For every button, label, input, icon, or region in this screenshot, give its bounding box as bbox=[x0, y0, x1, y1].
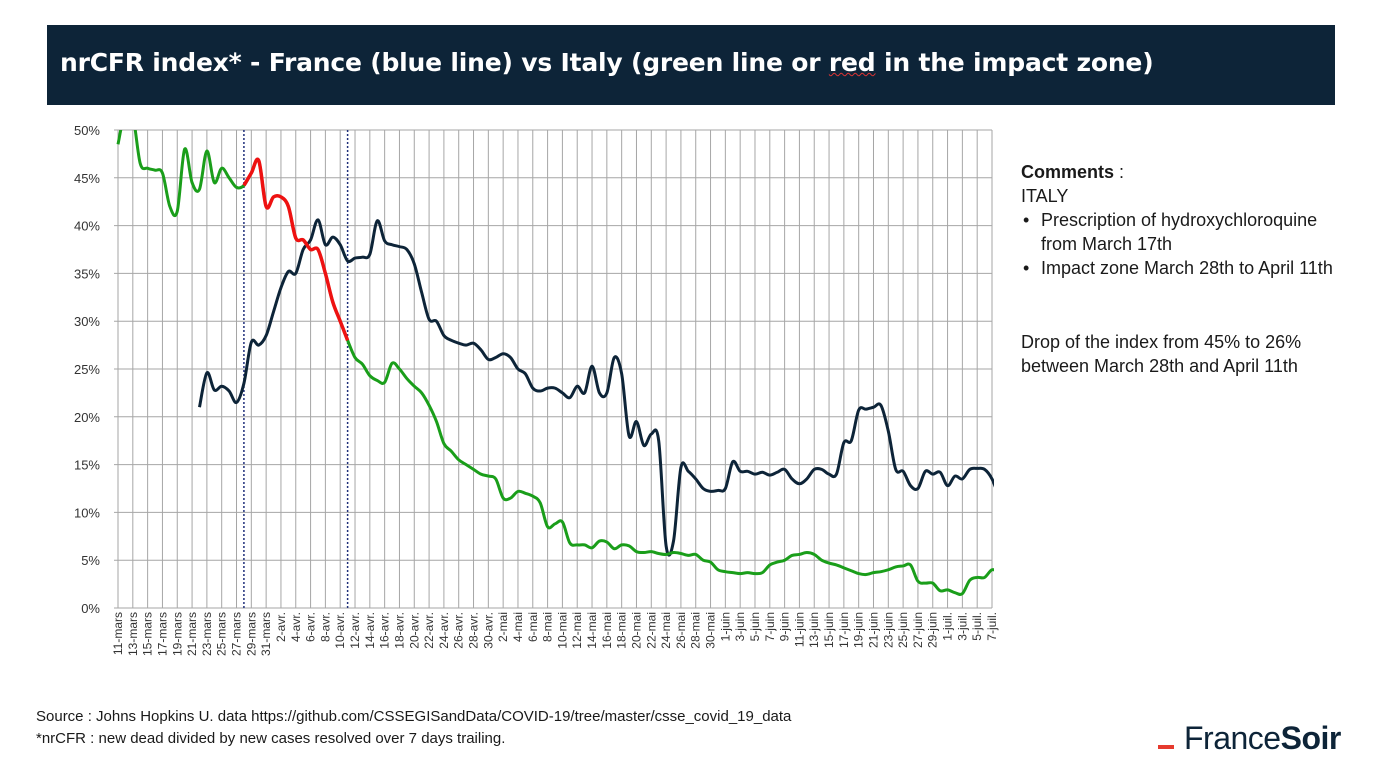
y-tick-label: 15% bbox=[74, 458, 100, 473]
x-tick-label: 6-mai bbox=[526, 612, 540, 642]
x-tick-label: 30-avr. bbox=[481, 612, 495, 649]
x-tick-label: 27-mars bbox=[230, 612, 244, 656]
series-line-france bbox=[198, 218, 994, 557]
x-tick-label: 13-juin bbox=[807, 612, 821, 648]
x-tick-label: 28-mai bbox=[689, 612, 703, 649]
x-tick-label: 16-avr. bbox=[378, 612, 392, 649]
x-tick-label: 15-mars bbox=[141, 612, 155, 656]
y-tick-label: 45% bbox=[74, 171, 100, 186]
x-tick-label: 6-avr. bbox=[304, 612, 318, 642]
line-chart: 0%5%10%15%20%25%30%35%40%45%50% 11-mars 1… bbox=[74, 123, 999, 656]
x-tick-label: 28-avr. bbox=[467, 612, 481, 649]
x-tick-label: 11-mars bbox=[111, 612, 125, 655]
x-tick-label: 24-avr. bbox=[437, 612, 451, 649]
comment-bullet-impact-zone: Impact zone March 28th to April 11th bbox=[1021, 256, 1351, 280]
x-tick-label: 4-mai bbox=[511, 612, 525, 642]
x-tick-label: 18-avr. bbox=[392, 612, 406, 649]
x-tick-label: 26-mai bbox=[674, 612, 688, 649]
x-tick-label: 25-juin bbox=[896, 612, 910, 648]
x-tick-label: 19-juin bbox=[852, 612, 866, 648]
francesoir-logo: FranceSoir bbox=[1158, 720, 1341, 757]
x-tick-label: 7-juin bbox=[763, 612, 777, 641]
x-tick-label: 30-mai bbox=[704, 612, 718, 649]
x-tick-label: 16-mai bbox=[600, 612, 614, 649]
title-pre: nrCFR index* - France (blue line) vs Ita… bbox=[60, 48, 829, 77]
y-tick-label: 0% bbox=[81, 601, 100, 616]
x-tick-label: 11-juin bbox=[792, 612, 806, 647]
series-line-italy-impact-zone bbox=[242, 157, 350, 341]
x-tick-label: 17-mars bbox=[155, 612, 169, 656]
x-tick-label: 2-avr. bbox=[274, 612, 288, 642]
chart-grid bbox=[114, 129, 993, 609]
x-tick-label: 23-juin bbox=[881, 612, 895, 648]
x-tick-label: 14-mai bbox=[585, 612, 599, 649]
x-tick-label: 18-mai bbox=[615, 612, 629, 649]
y-tick-label: 35% bbox=[74, 266, 100, 281]
x-tick-label: 10-avr. bbox=[333, 612, 347, 649]
logo-text-france: France bbox=[1184, 720, 1281, 756]
x-tick-label: 1-juin bbox=[718, 612, 732, 641]
comments-country: ITALY bbox=[1021, 186, 1069, 206]
x-tick-label: 3-juin bbox=[733, 612, 747, 641]
x-tick-label: 22-avr. bbox=[422, 612, 436, 649]
y-tick-label: 5% bbox=[81, 553, 100, 568]
x-tick-label: 31-mars bbox=[259, 612, 273, 656]
x-tick-label: 9-juin bbox=[778, 612, 792, 641]
x-tick-label: 5-juin bbox=[748, 612, 762, 641]
comments-drop-text: Drop of the index from 45% to 26% betwee… bbox=[1021, 332, 1302, 376]
x-tick-label: 8-avr. bbox=[318, 612, 332, 642]
x-tick-label: 21-mars bbox=[185, 612, 199, 656]
comments-panel: Comments : ITALY Prescription of hydroxy… bbox=[1021, 160, 1351, 378]
footer: Source : Johns Hopkins U. data https://g… bbox=[36, 706, 791, 750]
x-tick-label: 24-mai bbox=[659, 612, 673, 649]
y-tick-label: 30% bbox=[74, 314, 100, 329]
logo-dash-icon bbox=[1158, 744, 1174, 749]
x-tick-label: 10-mai bbox=[555, 612, 569, 649]
logo-text-soir: Soir bbox=[1280, 720, 1342, 756]
x-tick-label: 21-juin bbox=[866, 612, 880, 648]
x-tick-label: 14-avr. bbox=[363, 612, 377, 649]
x-tick-label: 27-juin bbox=[911, 612, 925, 648]
x-tick-label: 12-mai bbox=[570, 612, 584, 649]
y-axis-ticks: 0% 5% 10% 15% 20% 25% 30% 35% 40% 45% 50% bbox=[74, 123, 100, 616]
x-tick-label: 25-mars bbox=[215, 612, 229, 656]
source-note: Source : Johns Hopkins U. data https://g… bbox=[36, 708, 792, 725]
definition-note: *nrCFR : new dead divided by new cases r… bbox=[36, 730, 506, 747]
x-tick-label: 7-juil. bbox=[985, 612, 999, 641]
x-axis-ticks: 11-mars 13-mars 15-mars 17-mars 19-mars 21-ma… bbox=[111, 612, 999, 656]
x-tick-label: 29-mars bbox=[244, 612, 258, 656]
y-tick-label: 25% bbox=[74, 362, 100, 377]
x-tick-label: 20-avr. bbox=[407, 612, 421, 649]
x-tick-label: 5-juil. bbox=[970, 612, 984, 641]
title-bar: nrCFR index* - France (blue line) vs Ita… bbox=[47, 25, 1335, 105]
x-tick-label: 19-mars bbox=[170, 612, 184, 656]
x-tick-label: 12-avr. bbox=[348, 612, 362, 649]
comments-bullets: Prescription of hydroxychloroquine from … bbox=[1021, 208, 1351, 280]
x-tick-label: 26-avr. bbox=[452, 612, 466, 649]
comments-heading: Comments bbox=[1021, 162, 1115, 182]
x-tick-label: 13-mars bbox=[126, 612, 140, 656]
x-tick-label: 23-mars bbox=[200, 612, 214, 656]
title-post: in the impact zone) bbox=[875, 48, 1154, 77]
y-tick-label: 10% bbox=[74, 505, 100, 520]
x-tick-label: 1-juil. bbox=[941, 612, 955, 641]
comment-bullet-prescription: Prescription of hydroxychloroquine from … bbox=[1021, 208, 1351, 256]
x-tick-label: 3-juil. bbox=[955, 612, 969, 641]
chart-title: nrCFR index* - France (blue line) vs Ita… bbox=[60, 48, 1154, 77]
x-tick-label: 15-juin bbox=[822, 612, 836, 648]
x-tick-label: 2-mai bbox=[496, 612, 510, 642]
x-tick-label: 17-juin bbox=[837, 612, 851, 648]
y-tick-label: 20% bbox=[74, 410, 100, 425]
y-tick-label: 50% bbox=[74, 123, 100, 138]
series-lines bbox=[116, 130, 994, 596]
title-red-word: red bbox=[828, 48, 876, 77]
x-tick-label: 20-mai bbox=[629, 612, 643, 649]
x-tick-label: 8-mai bbox=[541, 612, 555, 642]
x-tick-label: 22-mai bbox=[644, 612, 658, 649]
x-tick-label: 4-avr. bbox=[289, 612, 303, 642]
y-tick-label: 40% bbox=[74, 219, 100, 234]
comments-heading-suffix: : bbox=[1114, 162, 1125, 182]
x-tick-label: 29-juin bbox=[926, 612, 940, 648]
